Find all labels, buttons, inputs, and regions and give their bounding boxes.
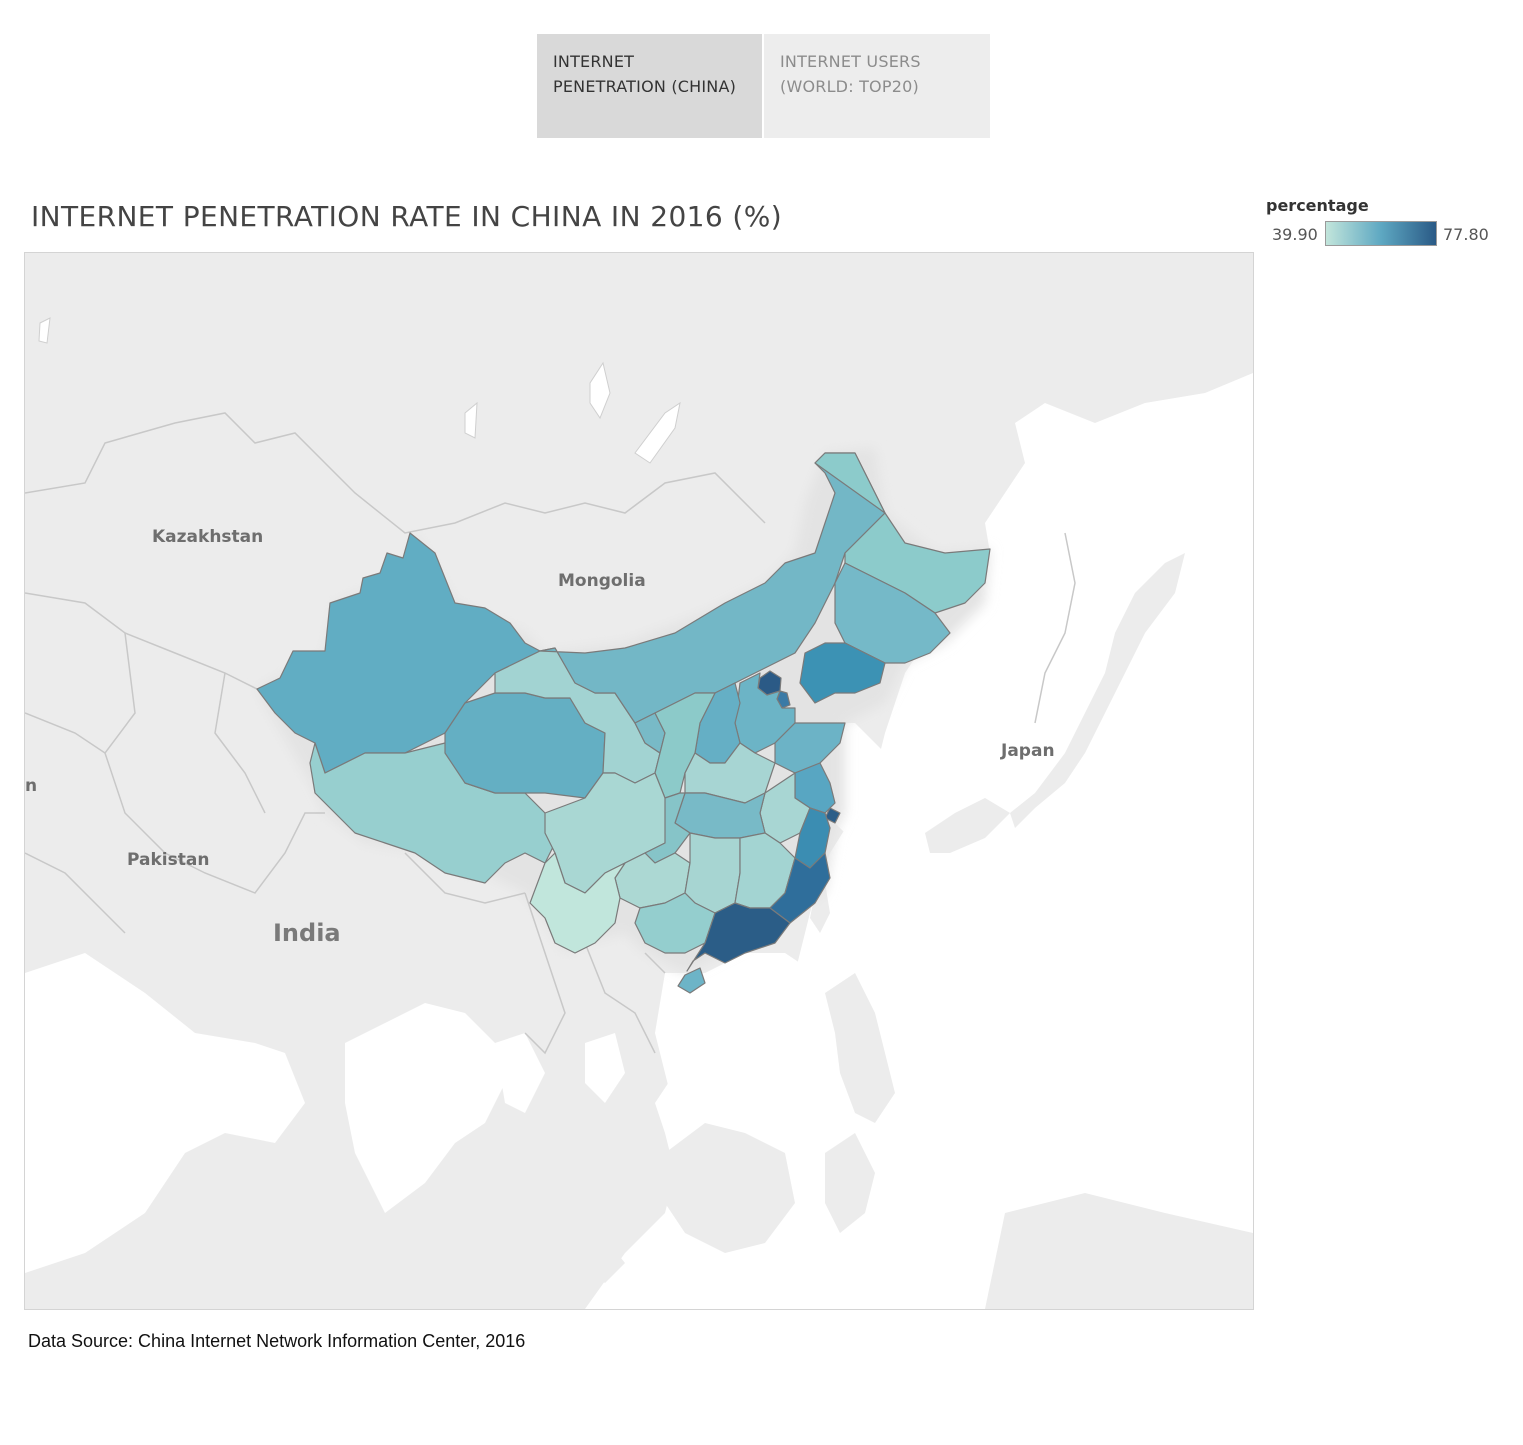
- land-japan: [1010, 553, 1185, 828]
- country-borders: [25, 412, 1076, 1055]
- water-pacific: [905, 713, 1253, 1213]
- province-heilongjiang: [814, 452, 991, 614]
- tab-label-line1: INTERNET USERS: [780, 52, 921, 71]
- province-hubei: [674, 792, 766, 839]
- water-gulf-thailand: [585, 1033, 625, 1103]
- tab-label-line1: INTERNET: [553, 52, 635, 71]
- map-title: INTERNET PENETRATION RATE IN CHINA IN 20…: [31, 200, 783, 233]
- land-japan-south: [925, 798, 1010, 853]
- basemap: [25, 253, 1253, 1309]
- map-view[interactable]: Kazakhstan Mongolia Japan Pakistan India…: [24, 252, 1254, 1310]
- label-kazakhstan: Kazakhstan: [152, 527, 264, 547]
- province-chongqing: [644, 792, 691, 864]
- legend-color-ramp: [1325, 221, 1437, 246]
- water-bay-of-bengal: [345, 1003, 505, 1213]
- label-mongolia: Mongolia: [558, 571, 646, 591]
- province-guangdong: [686, 902, 791, 972]
- tab-internet-penetration-china[interactable]: INTERNET PENETRATION (CHINA): [537, 34, 762, 138]
- legend-max-value: 77.80: [1443, 225, 1489, 244]
- water-arabian-sea: [25, 953, 305, 1273]
- water-east-sea: [885, 613, 1025, 793]
- province-liaoning: [799, 642, 886, 704]
- province-jilin: [834, 562, 951, 664]
- label-pakistan: Pakistan: [127, 850, 210, 870]
- water-south-china-sea: [655, 953, 825, 1123]
- legend-min-value: 39.90: [1272, 225, 1318, 244]
- water-andaman: [495, 1033, 545, 1113]
- province-hainan: [677, 967, 706, 994]
- land-newguinea: [985, 1193, 1253, 1309]
- province-yunnan: [529, 852, 626, 954]
- label-india: India: [273, 919, 341, 947]
- tab-internet-users-world[interactable]: INTERNET USERS (WORLD: TOP20): [764, 34, 990, 138]
- data-source-note: Data Source: China Internet Network Info…: [28, 1331, 526, 1351]
- province-tibet: [309, 742, 556, 884]
- tab-label-line2: (WORLD: TOP20): [780, 77, 919, 96]
- tab-label-line2: PENETRATION (CHINA): [553, 77, 737, 96]
- china-provinces: [256, 452, 991, 994]
- label-japan: Japan: [1001, 741, 1055, 761]
- legend-title: percentage: [1266, 196, 1369, 215]
- land-sulawesi: [825, 1133, 875, 1233]
- lakes: [38, 317, 681, 464]
- land-sumatra: [465, 1113, 625, 1283]
- land-borneo: [665, 1123, 795, 1253]
- province-shandong: [774, 722, 846, 774]
- land-philippines: [825, 973, 895, 1123]
- province-shanghai: [824, 807, 841, 824]
- province-fujian: [769, 852, 831, 924]
- label-edge-n: n: [25, 776, 38, 796]
- land-srilanka: [325, 1088, 347, 1133]
